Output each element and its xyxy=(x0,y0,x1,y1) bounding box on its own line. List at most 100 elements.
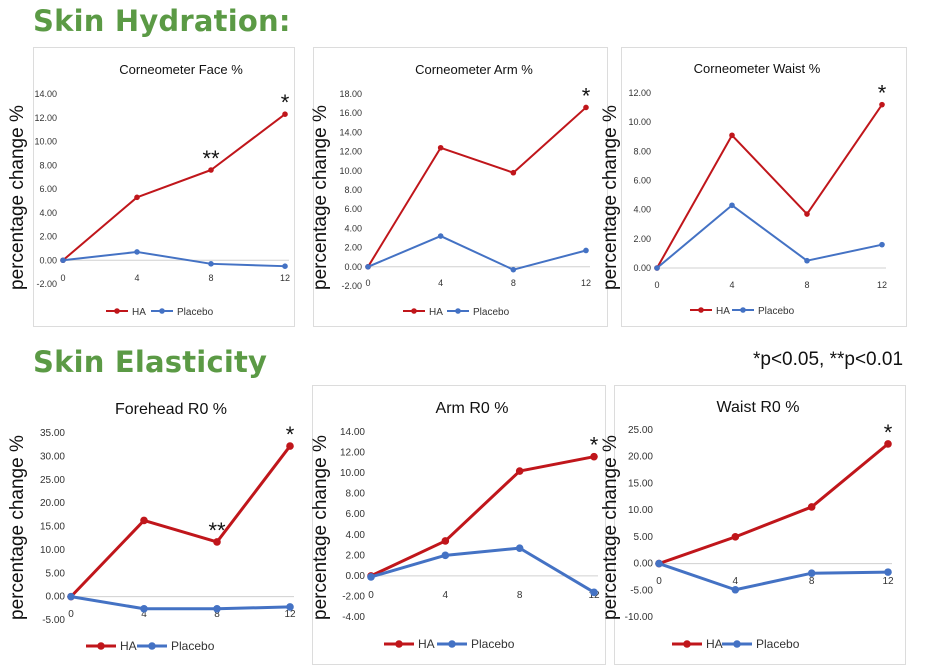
data-point-placebo xyxy=(879,241,885,248)
y-tick-label: 12.00 xyxy=(339,147,362,157)
data-point-placebo xyxy=(510,266,517,273)
x-tick-label: 12 xyxy=(581,278,591,288)
legend-label-placebo: Placebo xyxy=(471,637,515,651)
chart-2: Corneometer Waist % 0.00 2.00 4.00 6.00 8.00 1… xyxy=(628,61,887,317)
legend-marker-ha xyxy=(411,308,417,314)
chart-panel xyxy=(621,47,907,327)
legend-marker-ha xyxy=(395,640,403,648)
data-point-placebo xyxy=(655,559,663,568)
y-tick-label: 10.00 xyxy=(339,166,362,176)
series-line-placebo xyxy=(62,250,286,268)
legend-marker-placebo xyxy=(740,307,746,313)
chart-panel xyxy=(33,385,303,665)
y-tick-label: 10.00 xyxy=(628,117,651,127)
chart-title: Corneometer Face % xyxy=(119,62,243,77)
y-tick-label: 10.00 xyxy=(628,505,653,516)
y-tick-label: 35.00 xyxy=(40,428,65,439)
y-tick-label: 2.00 xyxy=(346,550,366,561)
data-point-ha xyxy=(441,537,450,545)
data-point-ha xyxy=(515,467,524,475)
y-tick-label: 0.00 xyxy=(634,559,654,570)
data-point-placebo xyxy=(654,265,660,271)
significance-marker: * xyxy=(878,81,887,106)
y-tick-label: 20.00 xyxy=(40,498,65,509)
hydration-section-title: Skin Hydration: xyxy=(33,4,291,38)
y-tick-label: -5.00 xyxy=(42,615,65,626)
data-point-ha xyxy=(510,169,517,176)
data-point-placebo xyxy=(286,603,294,611)
legend-marker-placebo xyxy=(448,640,456,648)
y-tick-label: -10.00 xyxy=(625,612,654,623)
y-tick-label: 20.00 xyxy=(628,452,653,463)
x-tick-label: 0 xyxy=(656,576,662,587)
legend-label-ha: HA xyxy=(418,637,435,651)
chart-title: Corneometer Arm % xyxy=(415,62,533,77)
data-point-placebo xyxy=(213,604,221,613)
x-tick-label: 8 xyxy=(208,273,213,283)
series-line-ha xyxy=(367,106,587,268)
y-tick-label: 10.00 xyxy=(40,545,65,556)
y-tick-label: 25.00 xyxy=(628,425,653,436)
y-tick-label: 8.00 xyxy=(633,146,651,156)
y-tick-label: 6.00 xyxy=(633,176,651,186)
x-tick-label: 4 xyxy=(438,278,443,288)
y-tick-label: 15.00 xyxy=(628,478,653,489)
data-point-ha xyxy=(804,211,810,217)
data-point-ha xyxy=(807,503,816,511)
legend-marker-ha xyxy=(114,308,120,314)
data-point-ha xyxy=(140,516,148,525)
y-tick-label: -4.00 xyxy=(342,612,365,623)
y-tick-label: 4.00 xyxy=(39,208,57,218)
y-tick-label: 0.00 xyxy=(346,571,366,582)
series-line-ha xyxy=(370,455,595,578)
legend-marker-placebo xyxy=(159,308,165,314)
chart-3: Forehead R0 % -5.00 0.00 5.00 10.00 15.00 20.0… xyxy=(40,401,296,653)
y-tick-label: 14.00 xyxy=(340,427,365,438)
data-point-placebo xyxy=(729,202,735,209)
y-tick-label: 16.00 xyxy=(339,108,362,118)
data-point-placebo xyxy=(134,249,140,255)
chart-5: Waist R0 % -10.00 -5.00 0.00 5.00 10.00 15.00 2… xyxy=(625,399,894,651)
significance-marker: ** xyxy=(202,146,220,171)
significance-marker: * xyxy=(286,422,295,447)
chart-panel xyxy=(312,385,606,665)
significance-marker: * xyxy=(884,420,893,445)
data-point-ha xyxy=(437,144,444,151)
y-tick-label: 15.00 xyxy=(40,522,65,533)
data-point-placebo xyxy=(282,263,288,269)
y-tick-label: 8.00 xyxy=(346,489,366,500)
series-line-placebo xyxy=(367,235,587,271)
significance-marker: * xyxy=(590,433,599,458)
x-tick-label: 8 xyxy=(214,609,220,620)
x-tick-label: 4 xyxy=(733,576,739,587)
series-line-ha xyxy=(658,442,889,565)
x-tick-label: 12 xyxy=(284,609,296,620)
y-tick-label: 8.00 xyxy=(344,185,362,195)
y-tick-label: -2.00 xyxy=(342,591,365,602)
y-tick-label: 4.00 xyxy=(346,530,366,541)
chart-panel xyxy=(614,385,906,665)
significance-marker: * xyxy=(582,83,591,108)
legend-marker-placebo xyxy=(733,640,741,648)
series-line-placebo xyxy=(656,204,883,269)
legend-label-ha: HA xyxy=(120,639,137,653)
data-point-placebo xyxy=(60,257,66,264)
data-point-ha xyxy=(731,533,740,541)
data-point-ha xyxy=(282,111,288,117)
data-point-placebo xyxy=(884,568,892,576)
legend-label-placebo: Placebo xyxy=(758,306,795,317)
legend-label-placebo: Placebo xyxy=(756,637,800,651)
chart-0: Corneometer Face % -2.00 0.00 2.00 4.00 6.00 8… xyxy=(34,62,290,318)
significance-marker: ** xyxy=(208,518,226,543)
x-tick-label: 0 xyxy=(368,590,374,601)
y-tick-label: 4.00 xyxy=(344,223,362,233)
y-tick-label: 0.00 xyxy=(344,262,362,272)
chart-1: Corneometer Arm % -2.00 0.00 2.00 4.00 6.00 8.… xyxy=(339,62,591,318)
x-tick-label: 4 xyxy=(141,609,147,620)
data-point-ha xyxy=(590,452,598,461)
legend-label-ha: HA xyxy=(716,306,730,317)
series-line-placebo xyxy=(658,562,889,592)
x-tick-label: 0 xyxy=(654,280,659,290)
y-tick-label: 14.00 xyxy=(339,127,362,137)
x-tick-label: 12 xyxy=(882,576,894,587)
